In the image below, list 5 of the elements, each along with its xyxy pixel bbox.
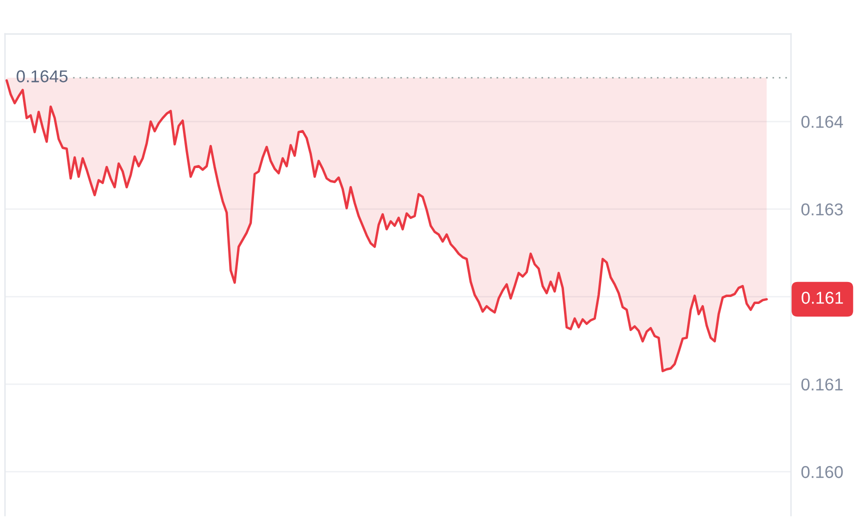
ref-line-label: 0.1645 [16,70,68,82]
y-tick-label: 0.163 [801,203,843,216]
y-tick-label: 0.160 [801,466,843,478]
y-tick-label: 0.164 [801,116,843,128]
y-tick-label: 0.161 [801,378,843,391]
